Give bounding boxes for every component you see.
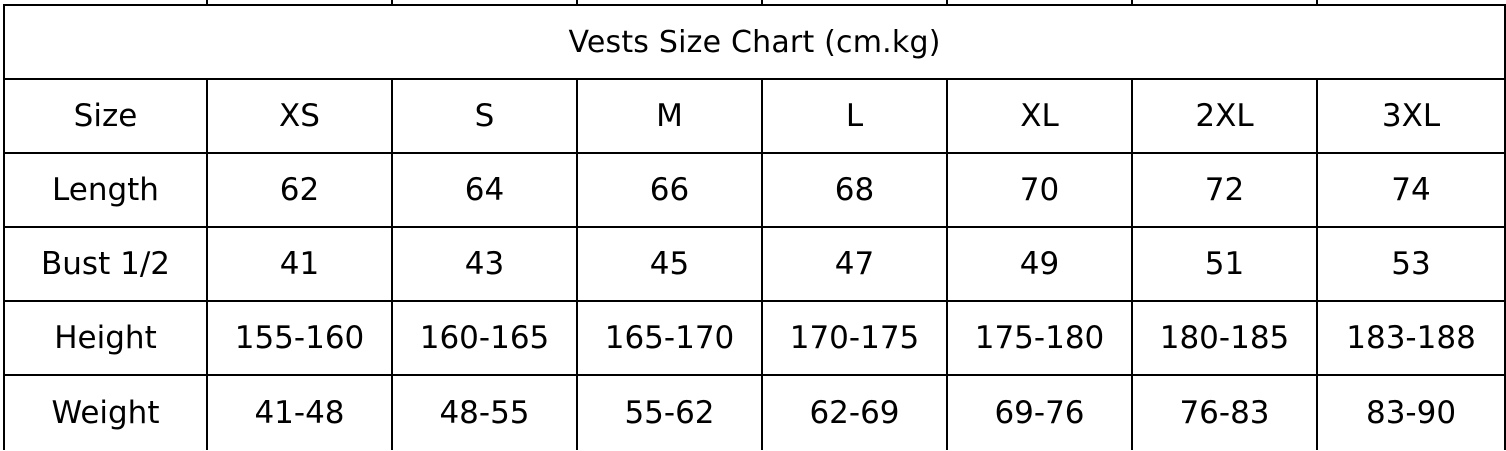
row-label: Bust 1/2 bbox=[3, 226, 208, 302]
border-stub bbox=[391, 0, 393, 5]
table-row-bust: Bust 1/2 41 43 45 47 49 51 53 bbox=[3, 226, 1506, 302]
table-cell: M bbox=[576, 78, 763, 154]
row-label: Length bbox=[3, 152, 208, 228]
border-stub bbox=[576, 0, 578, 5]
table-cell: 2XL bbox=[1131, 78, 1318, 154]
table-cell: 68 bbox=[761, 152, 948, 228]
border-stub bbox=[946, 0, 948, 5]
border-stub bbox=[206, 0, 208, 5]
table-cell: 41-48 bbox=[206, 374, 393, 450]
border-stub bbox=[761, 0, 763, 5]
table-cell: 55-62 bbox=[576, 374, 763, 450]
table-cell: 180-185 bbox=[1131, 300, 1318, 376]
border-stub bbox=[1131, 0, 1133, 5]
table-cell: 175-180 bbox=[946, 300, 1133, 376]
table-cell: XS bbox=[206, 78, 393, 154]
size-chart-table: Vests Size Chart (cm.kg) Size XS S M L X… bbox=[2, 4, 1506, 450]
table-cell: 170-175 bbox=[761, 300, 948, 376]
table-cell: 74 bbox=[1315, 152, 1506, 228]
table-row-size: Size XS S M L XL 2XL 3XL bbox=[3, 78, 1506, 154]
table-cell: 72 bbox=[1131, 152, 1318, 228]
table-title: Vests Size Chart (cm.kg) bbox=[2, 4, 1506, 80]
table-cell: 49 bbox=[946, 226, 1133, 302]
table-cell: 70 bbox=[946, 152, 1133, 228]
table-cell: 66 bbox=[576, 152, 763, 228]
table-row-length: Length 62 64 66 68 70 72 74 bbox=[3, 152, 1506, 228]
table-cell: 45 bbox=[576, 226, 763, 302]
table-cell: 48-55 bbox=[391, 374, 578, 450]
table-cell: 51 bbox=[1131, 226, 1318, 302]
table-cell: 155-160 bbox=[206, 300, 393, 376]
table-cell: 43 bbox=[391, 226, 578, 302]
table-cell: 69-76 bbox=[946, 374, 1133, 450]
table-cell: 62 bbox=[206, 152, 393, 228]
table-cell: 47 bbox=[761, 226, 948, 302]
table-cell: 165-170 bbox=[576, 300, 763, 376]
table-cell: 76-83 bbox=[1131, 374, 1318, 450]
table-row-weight: Weight 41-48 48-55 55-62 62-69 69-76 76-… bbox=[3, 374, 1506, 450]
top-border-stubs bbox=[0, 0, 1506, 5]
table-row-height: Height 155-160 160-165 165-170 170-175 1… bbox=[3, 300, 1506, 376]
table-cell: 41 bbox=[206, 226, 393, 302]
border-stub bbox=[1316, 0, 1318, 5]
table-cell: 183-188 bbox=[1315, 300, 1506, 376]
row-label: Height bbox=[3, 300, 208, 376]
row-label: Size bbox=[3, 78, 208, 154]
table-cell: 83-90 bbox=[1315, 374, 1506, 450]
table-cell: 64 bbox=[391, 152, 578, 228]
table-cell: S bbox=[391, 78, 578, 154]
table-cell: XL bbox=[946, 78, 1133, 154]
table-cell: 160-165 bbox=[391, 300, 578, 376]
row-label: Weight bbox=[3, 374, 208, 450]
title-row: Vests Size Chart (cm.kg) bbox=[2, 4, 1506, 80]
table-cell: L bbox=[761, 78, 948, 154]
table-cell: 53 bbox=[1315, 226, 1506, 302]
table-cell: 62-69 bbox=[761, 374, 948, 450]
table-cell: 3XL bbox=[1315, 78, 1506, 154]
